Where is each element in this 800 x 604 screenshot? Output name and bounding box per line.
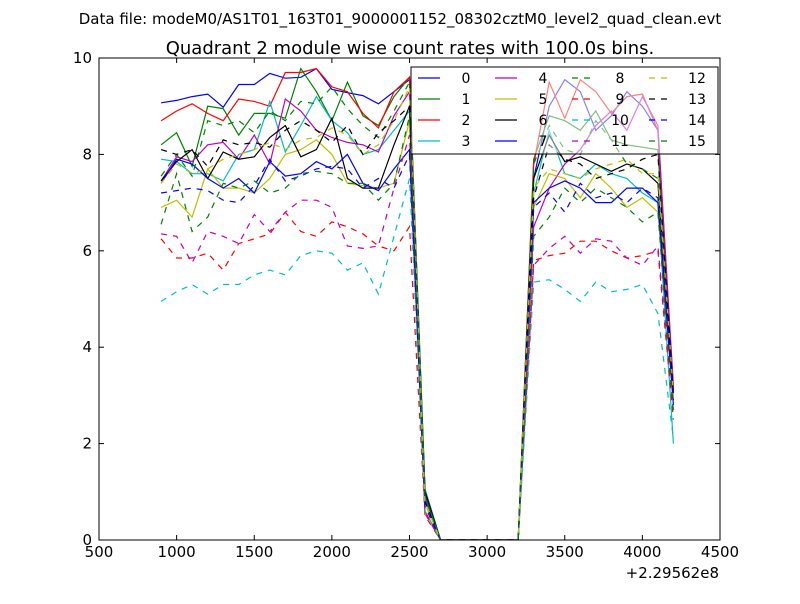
y-tick-label: 0 [82, 531, 92, 549]
x-tick-label: 3000 [468, 543, 506, 561]
x-offset-label: +2.29562e8 [626, 564, 719, 582]
legend-label-3: 3 [462, 134, 471, 150]
legend-label-9: 9 [616, 92, 625, 108]
legend-label-7: 7 [539, 134, 548, 150]
x-tick-label: 1000 [158, 543, 196, 561]
legend-label-0: 0 [462, 71, 471, 87]
series-line-9 [160, 211, 674, 540]
legend-label-1: 1 [462, 92, 471, 108]
series-line-15 [160, 115, 674, 540]
x-tick-label: 4500 [701, 543, 739, 561]
tick-layer: 500 1000 1500 2000 2500 3000 3500 4000 4500 0 2 4 6 8… [73, 49, 739, 561]
chart-title: Quadrant 2 module wise count rates with … [166, 38, 655, 59]
legend-label-13: 13 [688, 92, 706, 108]
legend-label-12: 12 [688, 71, 706, 87]
legend-label-5: 5 [539, 92, 548, 108]
legend-label-6: 6 [539, 113, 548, 129]
x-tick-label: 2000 [313, 543, 351, 561]
legend-label-15: 15 [688, 134, 706, 150]
x-tick-label: 1500 [235, 543, 273, 561]
legend-label-10: 10 [611, 113, 629, 129]
x-tick-label: 4000 [623, 543, 661, 561]
legend-label-11: 11 [611, 134, 629, 150]
legend-label-14: 14 [688, 113, 706, 129]
series-layer [160, 67, 674, 540]
y-tick-label: 8 [82, 145, 92, 163]
x-tick-label: 2500 [390, 543, 428, 561]
series-line-10 [160, 178, 674, 540]
legend-label-8: 8 [616, 71, 625, 87]
x-tick-label: 3500 [546, 543, 584, 561]
legend-frame [410, 66, 719, 155]
series-line-14 [161, 154, 674, 540]
y-tick-label: 2 [82, 435, 92, 453]
legend-label-2: 2 [462, 113, 471, 129]
series-line-12 [160, 86, 674, 540]
series-line-13 [160, 104, 674, 540]
y-tick-label: 10 [73, 49, 92, 67]
y-tick-label: 6 [82, 242, 92, 260]
suptitle: Data file: modeM0/AS1T01_163T01_90000011… [79, 10, 722, 29]
y-tick-label: 4 [82, 338, 92, 356]
legend-label-4: 4 [539, 71, 548, 87]
x-tick-label: 500 [85, 543, 114, 561]
